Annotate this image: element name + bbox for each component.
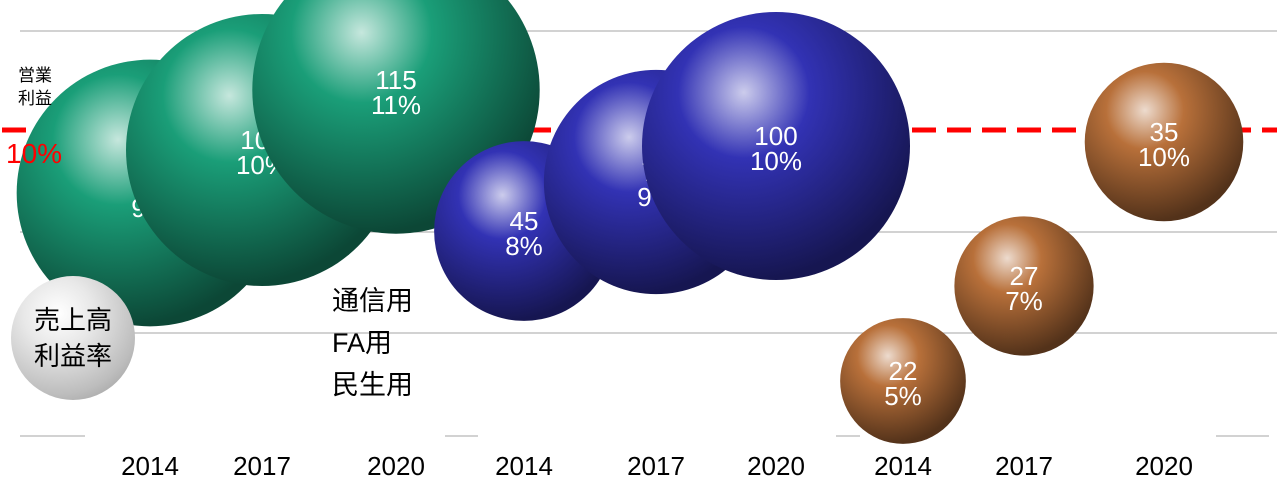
bubble-circle [954, 216, 1094, 356]
bubble-pct-label: 7% [1005, 286, 1043, 316]
bubble-3-2017: 277% [954, 216, 1094, 356]
legend-bubble: 売上高 利益率 [11, 276, 135, 400]
legend-bubble-line2: 利益率 [33, 341, 112, 371]
bubble-pct-label: 5% [884, 381, 922, 411]
bubble-value-label: 22 [889, 356, 918, 386]
x-tick-label: 2017 [233, 451, 291, 477]
bubble-pct-label: 11% [371, 90, 421, 120]
bubble-3-2014: 225% [840, 318, 966, 444]
bubble-pct-label: 8% [505, 231, 543, 261]
operating-profit-label-line2: 利益 [18, 89, 52, 108]
operating-profit-label: 営業 利益 [18, 64, 52, 110]
series-name-1: 通信用 [332, 286, 413, 316]
x-tick-label: 2014 [874, 451, 932, 477]
legend-bubble-line1: 売上高 [33, 305, 112, 335]
bubble-value-label: 45 [510, 206, 539, 236]
series-name-2: FA用 [332, 328, 393, 358]
bubble-value-label: 35 [1150, 117, 1179, 147]
reference-line-label: 10% [6, 138, 63, 169]
x-tick-label: 2020 [1135, 451, 1193, 477]
bubble-value-label: 115 [375, 65, 416, 95]
bubble-pct-label: 10% [750, 146, 802, 176]
bubble-circle [840, 318, 966, 444]
bubble-value-label: 27 [1010, 261, 1039, 291]
bubbles: 999%10310%11511%458%709%10010%225%277%35… [16, 0, 1244, 444]
x-tick-label: 2020 [747, 451, 805, 477]
series-name-3: 民生用 [332, 370, 413, 400]
series-names: 通信用 FA用 民生用 [332, 280, 413, 406]
x-tick-label: 2020 [367, 451, 425, 477]
operating-profit-label-line1: 営業 [18, 66, 52, 85]
bubble-pct-label: 10% [1138, 142, 1190, 172]
x-tick-label: 2014 [121, 451, 179, 477]
x-tick-label: 2017 [995, 451, 1053, 477]
bubble-value-label: 100 [754, 121, 797, 151]
x-axis-ticks: 2014 2017 2020 2014 2017 2020 2014 2017 2020 [121, 451, 1193, 477]
x-tick-label: 2017 [627, 451, 685, 477]
x-tick-label: 2014 [495, 451, 553, 477]
bubble-circle [642, 12, 910, 280]
bubble-circle [1084, 62, 1244, 222]
